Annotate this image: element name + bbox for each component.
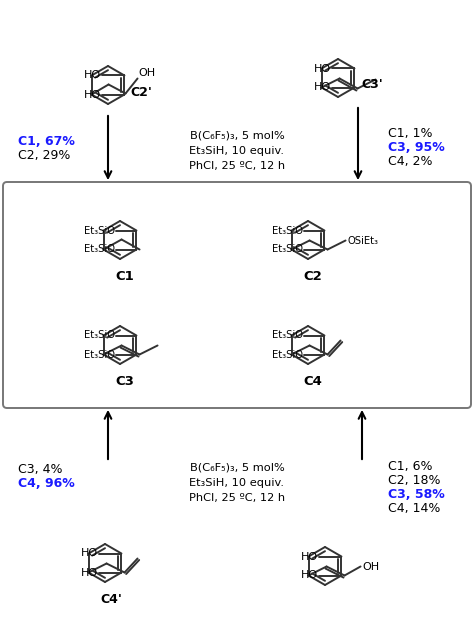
Text: C2, 18%: C2, 18% <box>388 474 440 487</box>
Text: Et₃SiO: Et₃SiO <box>273 330 303 340</box>
Text: OH: OH <box>363 561 380 572</box>
Text: C1: C1 <box>116 270 134 283</box>
Text: HO: HO <box>84 70 101 81</box>
Text: HO: HO <box>314 83 331 93</box>
Text: B(C₆F₅)₃, 5 mol%
Et₃SiH, 10 equiv.
PhCl, 25 ºC, 12 h: B(C₆F₅)₃, 5 mol% Et₃SiH, 10 equiv. PhCl,… <box>189 462 285 503</box>
Text: B(C₆F₅)₃, 5 mol%
Et₃SiH, 10 equiv.
PhCl, 25 ºC, 12 h: B(C₆F₅)₃, 5 mol% Et₃SiH, 10 equiv. PhCl,… <box>189 130 285 171</box>
Text: C3, 4%: C3, 4% <box>18 463 63 476</box>
Text: C1, 1%: C1, 1% <box>388 127 432 140</box>
Text: OSiEt₃: OSiEt₃ <box>347 236 379 246</box>
Text: Et₃SiO: Et₃SiO <box>84 244 116 255</box>
Text: Et₃SiO: Et₃SiO <box>84 225 116 236</box>
Text: C2, 29%: C2, 29% <box>18 149 70 162</box>
Text: C1, 6%: C1, 6% <box>388 460 432 473</box>
Text: Et₃SiO: Et₃SiO <box>273 225 303 236</box>
Text: C4, 2%: C4, 2% <box>388 155 432 168</box>
Text: HO: HO <box>82 568 99 577</box>
Text: HO: HO <box>301 552 319 561</box>
Text: HO: HO <box>84 90 101 100</box>
Text: C4, 14%: C4, 14% <box>388 502 440 515</box>
Text: C4': C4' <box>100 593 122 606</box>
Text: C1, 67%: C1, 67% <box>18 135 75 148</box>
FancyBboxPatch shape <box>3 182 471 408</box>
Text: C3': C3' <box>361 77 383 91</box>
Text: C3, 95%: C3, 95% <box>388 141 445 154</box>
Text: C3: C3 <box>116 375 135 388</box>
Text: HO: HO <box>314 64 331 74</box>
Text: HO: HO <box>82 549 99 559</box>
Text: Et₃SiO: Et₃SiO <box>84 330 116 340</box>
Text: C2': C2' <box>130 86 152 100</box>
Text: Et₃SiO: Et₃SiO <box>273 349 303 359</box>
Text: Et₃SiO: Et₃SiO <box>273 244 303 255</box>
Text: C2: C2 <box>304 270 322 283</box>
Text: Et₃SiO: Et₃SiO <box>84 349 116 359</box>
Text: HO: HO <box>301 570 319 580</box>
Text: OH: OH <box>138 67 155 77</box>
Text: C4, 96%: C4, 96% <box>18 477 75 490</box>
Text: C3, 58%: C3, 58% <box>388 488 445 501</box>
Text: C4: C4 <box>303 375 322 388</box>
